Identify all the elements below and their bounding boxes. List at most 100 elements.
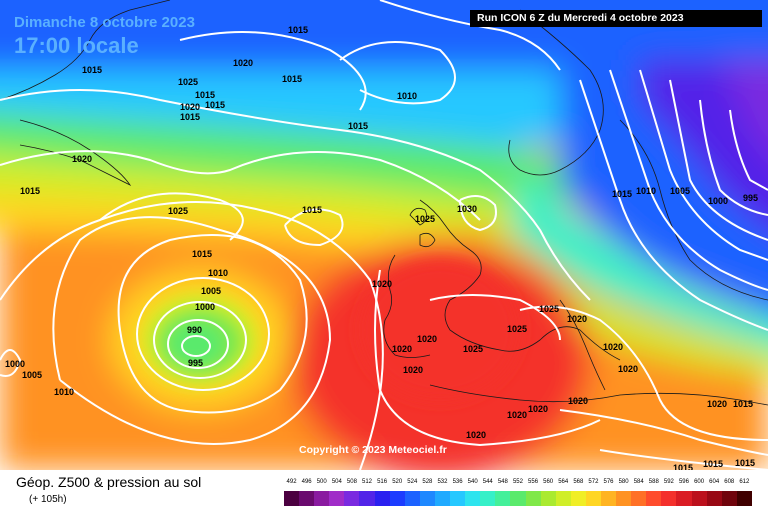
scale-swatch — [344, 491, 360, 506]
isobar-label: 1025 — [507, 324, 527, 334]
isobar-label: 1015 — [192, 249, 212, 259]
scale-label: 612 — [739, 479, 750, 485]
scale-label: 532 — [437, 479, 448, 485]
scale-label: 596 — [678, 479, 689, 485]
scale-swatch — [646, 491, 662, 506]
scale-label: 572 — [588, 479, 599, 485]
scale-label: 604 — [709, 479, 720, 485]
isobar-label: 1020 — [603, 342, 623, 352]
scale-swatch — [284, 491, 300, 506]
isobar-label: 1015 — [612, 189, 632, 199]
scale-swatch — [706, 491, 722, 506]
isobar-label: 1015 — [302, 205, 322, 215]
scale-swatch — [450, 491, 466, 506]
run-info: Run ICON 6 Z du Mercredi 4 octobre 2023 — [477, 12, 684, 24]
scale-label: 580 — [618, 479, 629, 485]
scale-label: 584 — [633, 479, 644, 485]
isobar-labels: 1015 1015 1015 1020 1025 1020 1015 1015 … — [5, 25, 758, 470]
scale-label: 500 — [316, 479, 327, 485]
scale-label: 516 — [377, 479, 388, 485]
isobar-label: 1015 — [703, 459, 723, 469]
isobar-label: 1015 — [288, 25, 308, 35]
scale-label: 556 — [528, 479, 539, 485]
color-scale — [284, 491, 752, 506]
isobar-label: 995 — [188, 358, 203, 368]
scale-label: 552 — [512, 479, 523, 485]
scale-swatch — [329, 491, 345, 506]
scale-label: 496 — [301, 479, 312, 485]
scale-swatch — [359, 491, 375, 506]
scale-swatch — [631, 491, 647, 506]
isobar-label: 1005 — [201, 286, 221, 296]
scale-label: 492 — [286, 479, 297, 485]
isobar-label: 1020 — [507, 410, 527, 420]
isobar-label: 1015 — [735, 458, 755, 468]
scale-label: 512 — [362, 479, 373, 485]
isobar-label: 1000 — [195, 302, 215, 312]
scale-swatch — [585, 491, 601, 506]
isobar-label: 1015 — [282, 74, 302, 84]
scale-swatch — [525, 491, 541, 506]
scale-swatch — [419, 491, 435, 506]
isobar-label: 1020 — [72, 154, 92, 164]
isobar-label: 1025 — [539, 304, 559, 314]
geopotential-map: 1015 1015 1015 1020 1025 1020 1015 1015 … — [0, 0, 768, 470]
product-title: Géop. Z500 & pression au sol — [16, 474, 202, 490]
scale-swatch — [434, 491, 451, 506]
scale-swatch — [299, 491, 315, 506]
forecast-time: 17:00 locale — [14, 33, 139, 58]
isobar-label: 1020 — [567, 314, 587, 324]
scale-swatch — [404, 491, 420, 506]
isobar-label: 1015 — [673, 463, 693, 470]
isobar-label: 1015 — [733, 399, 753, 409]
isobar-label: 1000 — [708, 196, 728, 206]
isobar-label: 1020 — [403, 365, 423, 375]
scale-swatch — [314, 491, 330, 506]
isobar-label: 1015 — [348, 121, 368, 131]
scale-swatch — [721, 491, 737, 506]
isobar-label: 1015 — [20, 186, 40, 196]
scale-label: 608 — [724, 479, 735, 485]
isobar-label: 1015 — [205, 100, 225, 110]
scale-swatch — [540, 491, 556, 506]
isobar-label: 1025 — [178, 77, 198, 87]
color-scale-labels: 492 496 500 504 508 512 516 520 524 528 532 536 540 5… — [284, 479, 752, 485]
scale-swatch — [555, 491, 571, 506]
isobar-label: 1015 — [180, 112, 200, 122]
isobar-label: 1010 — [208, 268, 228, 278]
scale-swatch — [495, 491, 511, 506]
scale-label: 600 — [694, 479, 705, 485]
scale-label: 528 — [422, 479, 433, 485]
run-info-box — [470, 10, 762, 27]
isobar-label: 1025 — [415, 214, 435, 224]
scale-swatch — [691, 491, 707, 506]
isobar-label: 1020 — [618, 364, 638, 374]
scale-swatch — [600, 491, 617, 506]
isobar-label: 1020 — [466, 430, 486, 440]
scale-swatch — [661, 491, 677, 506]
scale-label: 544 — [482, 479, 493, 485]
isobar-label: 1020 — [233, 58, 253, 68]
scale-swatch — [480, 491, 496, 506]
scale-label: 592 — [663, 479, 674, 485]
isobar-label: 1015 — [82, 65, 102, 75]
scale-swatch — [676, 491, 692, 506]
scale-label: 588 — [648, 479, 659, 485]
isobar-label: 1010 — [54, 387, 74, 397]
isobar-label: 1020 — [417, 334, 437, 344]
isobar-label: 1020 — [707, 399, 727, 409]
scale-label: 524 — [407, 479, 418, 485]
scale-label: 520 — [392, 479, 403, 485]
scale-label: 540 — [467, 479, 478, 485]
isobar-label: 1000 — [5, 359, 25, 369]
isobar-label: 1020 — [568, 396, 588, 406]
isobars — [0, 0, 768, 470]
isobar-label: 990 — [187, 325, 202, 335]
isobar-label: 1010 — [636, 186, 656, 196]
scale-label: 536 — [452, 479, 463, 485]
isobar-label: 1020 — [528, 404, 548, 414]
scale-swatch — [510, 491, 526, 506]
scale-swatch — [616, 491, 632, 506]
scale-label: 548 — [497, 479, 508, 485]
